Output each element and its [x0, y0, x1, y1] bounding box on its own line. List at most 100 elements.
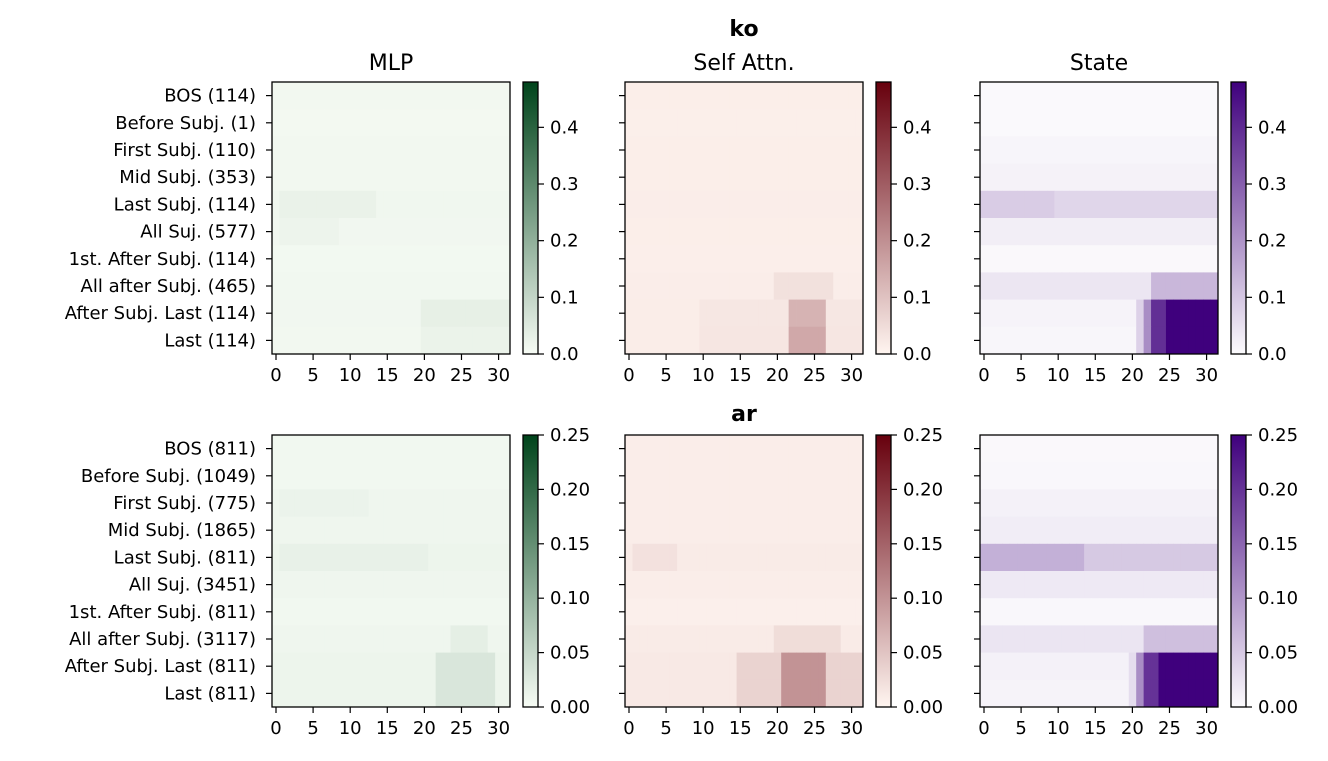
heatmap-cell — [736, 326, 745, 355]
heatmap-cell — [286, 190, 295, 219]
heatmap-frame — [271, 81, 511, 355]
heatmap-cell — [781, 571, 790, 599]
heatmap-cell — [443, 272, 451, 300]
heatmap-cell — [413, 109, 422, 137]
heatmap-cell — [1210, 272, 1219, 300]
heatmap-cell — [1128, 82, 1137, 110]
heatmap-cell — [398, 598, 407, 626]
heatmap-cell — [309, 489, 318, 517]
heatmap-cell — [825, 625, 834, 653]
heatmap-cell — [376, 82, 384, 110]
heatmap-cell — [324, 543, 332, 572]
heatmap-cell — [331, 435, 340, 463]
heatmap-cell — [691, 82, 700, 110]
heatmap-cell — [677, 245, 685, 273]
heatmap-cell — [450, 82, 459, 110]
heatmap-cell — [691, 489, 700, 517]
heatmap-cell — [1113, 299, 1122, 328]
heatmap-cell — [1121, 245, 1130, 273]
heatmap-cell — [781, 598, 790, 626]
heatmap-cell — [279, 109, 288, 137]
heatmap-cell — [502, 625, 511, 653]
heatmap-cell — [1203, 272, 1211, 300]
heatmap-cell — [331, 625, 340, 653]
heatmap-cell — [1106, 571, 1115, 599]
heatmap-cell — [1054, 190, 1063, 219]
heatmap-cell — [994, 136, 1003, 164]
heatmap-cell — [1106, 516, 1115, 545]
heatmap-cell — [465, 652, 474, 681]
heatmap-cell — [1024, 571, 1033, 599]
heatmap-cell — [1210, 652, 1219, 681]
heatmap-cell — [1195, 543, 1204, 572]
heatmap-cell — [825, 163, 834, 192]
heatmap-cell — [796, 136, 804, 164]
heatmap-cell — [706, 516, 715, 545]
heatmap-cell — [729, 136, 737, 164]
heatmap-cell — [457, 652, 466, 681]
heatmap-cell — [1158, 516, 1167, 545]
heatmap-cell — [376, 163, 384, 192]
heatmap-cell — [428, 489, 437, 517]
heatmap-cell — [625, 625, 633, 653]
heatmap-cell — [428, 598, 437, 626]
heatmap-cell — [810, 462, 819, 490]
heatmap-cell — [1046, 82, 1055, 110]
heatmap-cell — [383, 190, 392, 219]
heatmap-cell — [994, 326, 1003, 355]
x-tick-label: 20 — [766, 718, 789, 739]
heatmap-cell — [1203, 598, 1211, 626]
heatmap-cell — [301, 190, 310, 219]
heatmap-cell — [987, 571, 996, 599]
heatmap-cell — [502, 299, 511, 328]
heatmap-cell — [1195, 136, 1204, 164]
heatmap-cell — [721, 571, 730, 599]
heatmap-cell — [669, 571, 678, 599]
heatmap-cell — [294, 245, 303, 273]
heatmap-cell — [1069, 190, 1078, 219]
heatmap-cell — [773, 163, 782, 192]
heatmap-cell — [1136, 625, 1145, 653]
heatmap-cell — [1106, 218, 1115, 246]
heatmap-cell — [324, 489, 332, 517]
heatmap-cell — [1024, 489, 1033, 517]
heatmap-cell — [1128, 190, 1137, 219]
heatmap-cell — [654, 299, 663, 328]
heatmap-cell — [706, 435, 715, 463]
heatmap-cell — [495, 245, 503, 273]
heatmap-cell — [632, 218, 641, 246]
heatmap-cell — [279, 435, 288, 463]
heatmap-cell — [1069, 652, 1078, 681]
heatmap-cell — [796, 299, 804, 328]
heatmap-cell — [316, 435, 325, 463]
heatmap-cell — [443, 543, 451, 572]
heatmap-cell — [1039, 190, 1048, 219]
heatmap-cell — [855, 462, 864, 490]
heatmap-cell — [810, 272, 819, 300]
heatmap-cell — [1158, 489, 1167, 517]
heatmap-cell — [1024, 679, 1033, 708]
heatmap-cell — [1061, 299, 1070, 328]
heatmap-cell — [457, 543, 466, 572]
heatmap-cell — [706, 598, 715, 626]
heatmap-cell — [796, 652, 804, 681]
heatmap-cell — [502, 109, 511, 137]
heatmap-cell — [662, 543, 671, 572]
column-title-mlp: MLP — [369, 51, 414, 76]
heatmap-cell — [1091, 598, 1100, 626]
heatmap-cell — [699, 489, 708, 517]
heatmap-cell — [1039, 136, 1048, 164]
heatmap-cell — [1009, 652, 1018, 681]
x-tick-label: 10 — [692, 718, 715, 739]
heatmap-cell — [773, 272, 782, 300]
heatmap-cell — [368, 543, 377, 572]
heatmap-cell — [773, 136, 782, 164]
heatmap-cell — [796, 516, 804, 545]
heatmap-cell — [1188, 163, 1197, 192]
heatmap-cell — [825, 652, 834, 681]
heatmap-cell — [1061, 245, 1070, 273]
heatmap-cell — [803, 163, 812, 192]
heatmap-cell — [465, 516, 474, 545]
heatmap-cell — [353, 652, 362, 681]
heatmap-cell — [677, 489, 685, 517]
